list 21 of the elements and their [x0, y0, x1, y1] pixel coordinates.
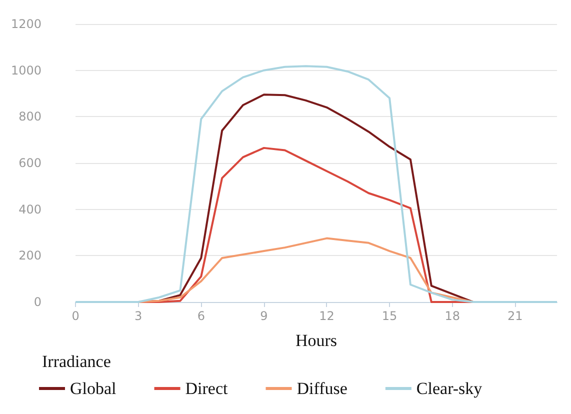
x-tick-label: 12 — [319, 309, 334, 323]
x-tick-label: 6 — [197, 309, 205, 323]
y-tick-label: 400 — [18, 202, 42, 216]
x-tick-label: 9 — [260, 309, 268, 323]
y-tick-label: 1000 — [10, 63, 42, 78]
legend-label: Diffuse — [296, 379, 348, 398]
x-tick-label: 15 — [382, 309, 398, 323]
y-tick-label: 200 — [18, 248, 42, 263]
legend-label: Global — [70, 379, 117, 398]
x-tick-label: 3 — [134, 309, 142, 323]
y-tick-label: 600 — [18, 156, 42, 170]
x-tick-label: 21 — [507, 309, 523, 323]
legend-label: Direct — [185, 379, 228, 398]
y-tick-label: 800 — [18, 110, 42, 124]
y-tick-label: 0 — [34, 295, 42, 309]
legend-label: Clear-sky — [416, 379, 483, 398]
x-axis-title: Hours — [295, 331, 338, 350]
x-tick-label: 0 — [72, 309, 80, 323]
legend-title: Irradiance — [42, 352, 111, 371]
y-tick-label: 1200 — [10, 17, 42, 31]
x-tick-label: 18 — [444, 309, 460, 323]
